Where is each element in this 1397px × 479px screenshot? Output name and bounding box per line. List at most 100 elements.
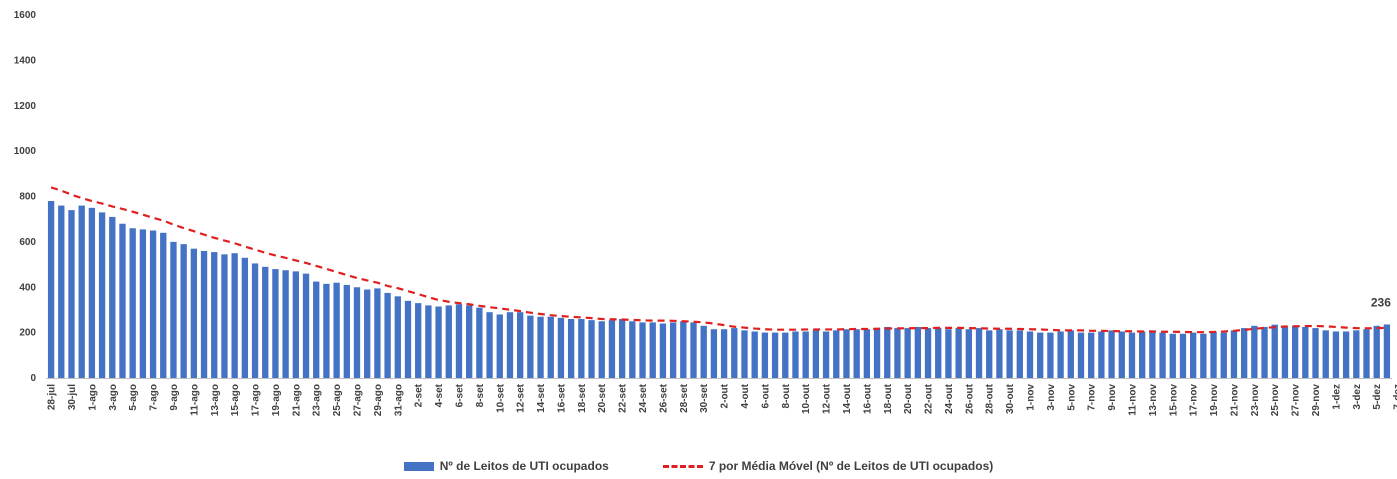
- x-tick-label: 19-ago: [271, 384, 282, 416]
- bar: [629, 321, 636, 378]
- x-tick-label: 28-out: [985, 383, 996, 414]
- bar: [1261, 326, 1268, 378]
- x-tick-label: 7-dez: [1393, 384, 1397, 410]
- bar: [884, 326, 891, 378]
- bar: [160, 232, 167, 378]
- bar: [1322, 330, 1329, 378]
- x-tick-label: 19-nov: [1209, 384, 1220, 417]
- bar: [292, 271, 299, 378]
- y-tick-label: 600: [19, 237, 36, 248]
- bar: [1291, 325, 1299, 378]
- bar: [924, 328, 932, 378]
- bar: [557, 317, 565, 378]
- x-tick-label: 23-nov: [1250, 384, 1261, 417]
- bar: [1353, 330, 1360, 378]
- bar: [965, 329, 972, 378]
- bar: [476, 307, 483, 378]
- bar: [221, 254, 228, 378]
- x-tick-label: 30-out: [1005, 383, 1016, 414]
- bar: [761, 332, 769, 378]
- x-tick-label: 28-jul: [47, 384, 58, 410]
- data-labels: 236: [1371, 295, 1391, 309]
- x-tick-label: 7-nov: [1087, 384, 1098, 411]
- y-tick-label: 400: [19, 282, 36, 293]
- bar: [1342, 331, 1350, 378]
- bar: [690, 322, 697, 378]
- bar: [914, 326, 922, 378]
- x-tick-label: 8-out: [781, 383, 792, 408]
- bar: [802, 331, 809, 378]
- bar: [945, 329, 952, 378]
- bar: [1108, 330, 1115, 378]
- x-tick-label: 5-nov: [1066, 384, 1077, 411]
- bar: [1026, 331, 1034, 378]
- bar: [241, 257, 249, 378]
- bar: [486, 312, 493, 378]
- bar: [1189, 332, 1197, 378]
- bar: [58, 205, 65, 378]
- x-tick-label: 21-nov: [1229, 384, 1240, 417]
- bar: [853, 329, 860, 378]
- bar: [1312, 328, 1319, 378]
- bar: [1067, 330, 1074, 378]
- bar: [935, 328, 942, 378]
- bar: [1077, 332, 1085, 378]
- bar: [506, 312, 514, 378]
- x-tick-label: 3-ago: [108, 384, 119, 411]
- bar: [149, 230, 157, 378]
- bar: [47, 201, 55, 378]
- bar: [547, 316, 554, 378]
- legend-item-line: 7 por Média Móvel (Nº de Leitos de UTI o…: [662, 459, 993, 473]
- x-tick-label: 3-dez: [1352, 384, 1363, 410]
- x-tick-label: 2-set: [414, 383, 425, 407]
- bar: [1271, 324, 1278, 378]
- x-tick-label: 6-set: [454, 383, 465, 407]
- bar: [170, 241, 177, 378]
- x-tick-label: 4-set: [434, 383, 445, 407]
- bar: [333, 282, 340, 378]
- bar: [466, 305, 473, 378]
- x-tick-label: 29-nov: [1311, 384, 1322, 417]
- x-tick-label: 9-ago: [169, 384, 180, 411]
- bar: [384, 292, 391, 378]
- x-tick-label: 5-ago: [128, 384, 139, 411]
- bar: [415, 303, 422, 378]
- bar: [588, 320, 595, 378]
- x-tick-label: 8-set: [475, 383, 486, 407]
- bar: [343, 284, 350, 378]
- bar: [425, 305, 432, 378]
- x-tick-label: 5-dez: [1372, 384, 1383, 410]
- bar: [567, 319, 575, 378]
- x-tick-label: 28-set: [679, 383, 690, 413]
- legend: Nº de Leitos de UTI ocupados 7 por Média…: [0, 457, 1397, 475]
- bar: [364, 289, 371, 378]
- bar: [353, 287, 361, 378]
- bar-series: [47, 201, 1391, 378]
- x-tick-label: 30-set: [699, 383, 710, 413]
- y-tick-label: 1400: [14, 55, 37, 66]
- x-tick-label: 26-out: [964, 383, 975, 414]
- bar: [639, 322, 646, 378]
- bar: [374, 288, 381, 378]
- bar: [843, 329, 850, 378]
- y-tick-label: 1600: [14, 10, 37, 21]
- x-tick-label: 11-ago: [189, 384, 200, 416]
- x-tick-label: 14-out: [842, 383, 853, 414]
- bar: [873, 328, 881, 378]
- bar: [700, 325, 707, 378]
- legend-line-swatch: [662, 464, 703, 468]
- x-tick-label: 10-set: [495, 383, 506, 413]
- x-tick-label: 27-nov: [1291, 384, 1302, 417]
- x-tick-label: 1-dez: [1331, 384, 1342, 410]
- x-tick-label: 1-ago: [87, 384, 98, 411]
- x-tick-label: 31-ago: [393, 384, 404, 416]
- bar: [812, 330, 820, 378]
- bar: [109, 216, 116, 378]
- bar: [211, 252, 218, 378]
- bar: [782, 332, 789, 378]
- bar: [1281, 326, 1289, 378]
- bar: [996, 329, 1003, 378]
- bar: [659, 323, 667, 378]
- bar: [741, 330, 748, 378]
